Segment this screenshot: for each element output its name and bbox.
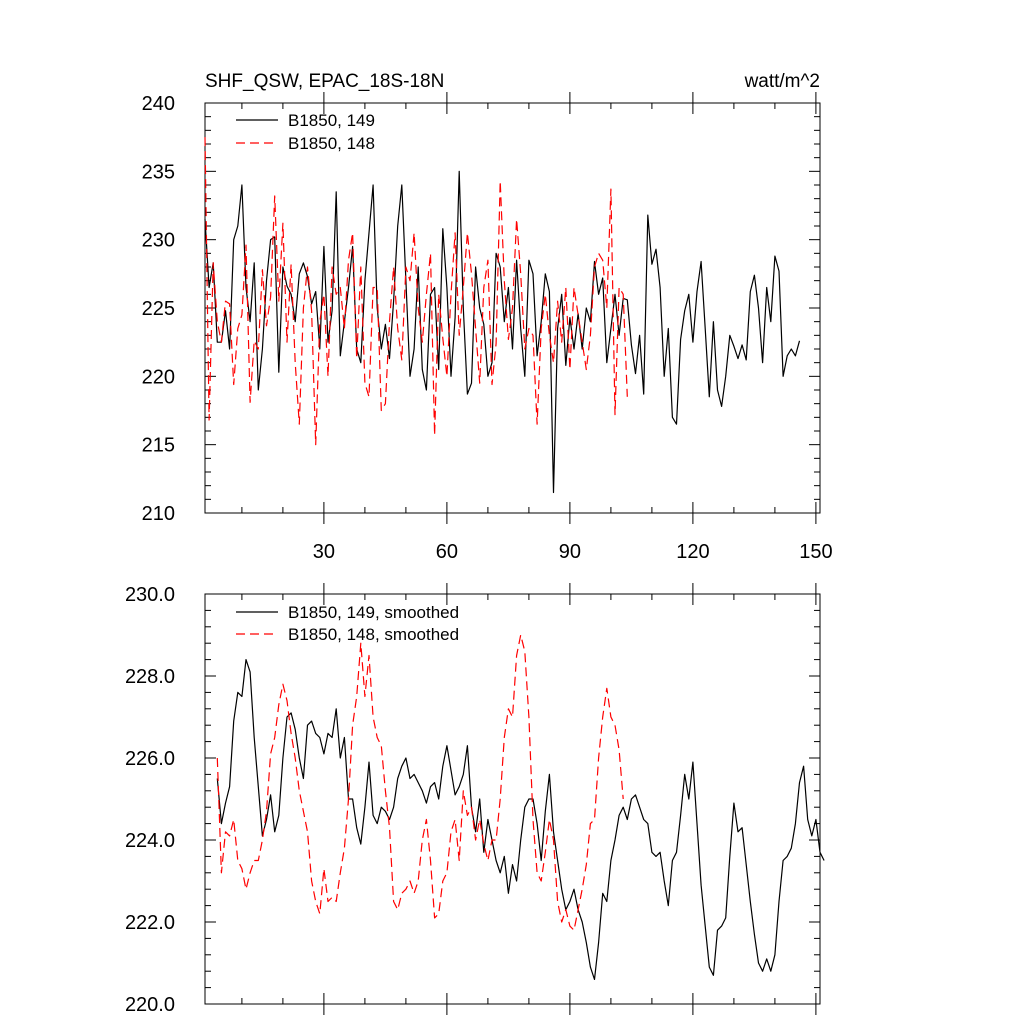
top-y-tick-label: 240 <box>142 93 175 115</box>
top-legend-label-148: B1850, 148 <box>288 134 375 153</box>
top-y-tick-label: 225 <box>142 298 175 320</box>
bottom-legend-label-148: B1850, 148, smoothed <box>288 625 459 644</box>
top-series-line-149 <box>204 170 801 494</box>
top-y-tick-label: 210 <box>142 503 175 525</box>
bottom-series-line-148 <box>216 634 624 931</box>
top-title-left: SHF_QSW, EPAC_18S-18N <box>205 71 444 92</box>
top-title-right: watt/m^2 <box>744 71 820 92</box>
bottom-legend: B1850, 149, smoothed B1850, 148, smoothe… <box>236 603 459 644</box>
bottom-panel: 220.0 222.0 224.0 226.0 228.0 230.0 B1850, 14… <box>125 583 825 1016</box>
top-legend: B1850, 149 B1850, 148 <box>236 111 375 153</box>
bottom-y-tick-label: 230.0 <box>125 584 175 606</box>
top-y-tick-label: 235 <box>142 161 175 183</box>
bottom-legend-label-149: B1850, 149, smoothed <box>288 603 459 622</box>
top-x-tick-label: 120 <box>676 541 709 563</box>
top-y-tick-label: 215 <box>142 435 175 457</box>
bottom-y-tick-label: 220.0 <box>125 994 175 1016</box>
top-y-tick-label: 230 <box>142 230 175 252</box>
bottom-y-tick-label: 224.0 <box>125 830 175 852</box>
top-panel: SHF_QSW, EPAC_18S-18N watt/m^2 210 215 220… <box>142 71 833 563</box>
top-series-line-148 <box>204 137 628 446</box>
bottom-series-line-149 <box>216 658 825 981</box>
top-x-tick-label: 60 <box>436 541 458 563</box>
top-legend-label-149: B1850, 149 <box>288 111 375 130</box>
top-x-tick-label: 30 <box>313 541 335 563</box>
bottom-plot-frame <box>204 593 821 1005</box>
top-y-tick-label: 220 <box>142 366 175 388</box>
bottom-y-tick-label: 222.0 <box>125 912 175 934</box>
bottom-y-tick-label: 226.0 <box>125 748 175 770</box>
bottom-y-tick-label: 228.0 <box>125 666 175 688</box>
top-x-tick-label: 150 <box>799 541 832 563</box>
top-x-tick-label: 90 <box>559 541 581 563</box>
